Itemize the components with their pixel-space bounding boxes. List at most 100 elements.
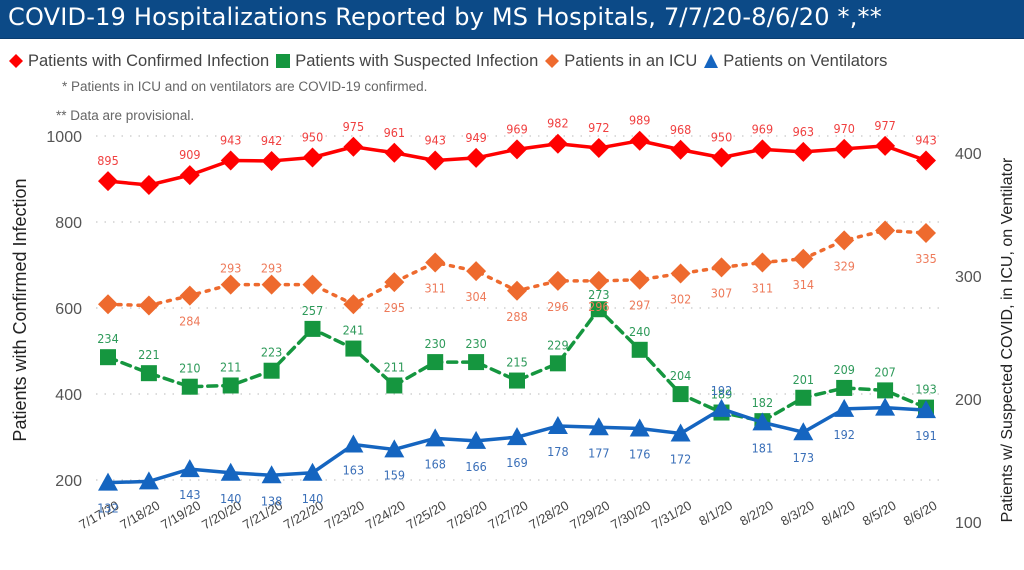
data-point-marker[interactable]: [425, 428, 446, 447]
data-point-marker[interactable]: [547, 416, 568, 435]
data-label: 192: [711, 383, 732, 398]
data-point-marker[interactable]: [836, 379, 853, 396]
data-point-marker[interactable]: [304, 320, 321, 337]
data-point-marker[interactable]: [547, 133, 568, 154]
data-point-marker[interactable]: [670, 139, 691, 160]
data-label: 191: [915, 428, 936, 443]
data-point-marker[interactable]: [466, 430, 487, 449]
data-point-marker[interactable]: [793, 248, 814, 269]
data-point-marker[interactable]: [220, 462, 241, 481]
data-point-marker[interactable]: [179, 165, 200, 186]
data-point-marker[interactable]: [752, 412, 773, 431]
data-point-marker[interactable]: [507, 427, 527, 446]
x-tick-label: 8/5/20: [860, 498, 899, 529]
data-point-marker[interactable]: [629, 130, 650, 151]
legend-item-confirmed[interactable]: Patients with Confirmed Infection: [8, 52, 269, 71]
data-point-marker[interactable]: [875, 220, 896, 241]
data-label: 241: [343, 323, 364, 338]
data-point-marker[interactable]: [302, 147, 323, 168]
data-point-marker[interactable]: [588, 270, 609, 291]
data-point-marker[interactable]: [752, 252, 773, 273]
data-point-marker[interactable]: [343, 294, 364, 315]
data-point-marker[interactable]: [916, 400, 936, 419]
data-point-marker[interactable]: [547, 270, 568, 291]
legend-item-suspected[interactable]: Patients with Suspected Infection: [275, 52, 538, 71]
data-point-marker[interactable]: [590, 301, 607, 318]
data-point-marker[interactable]: [98, 294, 118, 315]
data-point-marker[interactable]: [222, 377, 239, 394]
data-point-marker[interactable]: [670, 423, 691, 442]
data-point-marker[interactable]: [466, 147, 487, 168]
data-point-marker[interactable]: [425, 252, 446, 273]
data-point-marker[interactable]: [100, 349, 116, 366]
data-point-marker[interactable]: [752, 139, 773, 160]
data-point-marker[interactable]: [140, 365, 157, 382]
data-point-marker[interactable]: [384, 272, 405, 293]
data-label: 240: [629, 324, 650, 339]
data-point-marker[interactable]: [384, 439, 405, 458]
data-point-marker[interactable]: [834, 138, 855, 159]
data-point-marker[interactable]: [509, 372, 525, 389]
data-point-marker[interactable]: [916, 150, 936, 171]
data-label: 311: [752, 280, 773, 295]
data-point-marker[interactable]: [138, 471, 159, 490]
data-point-marker[interactable]: [261, 274, 282, 295]
y2-tick-label: 100: [955, 515, 982, 532]
data-point-marker[interactable]: [466, 261, 487, 282]
data-label: 950: [302, 130, 323, 145]
data-point-marker[interactable]: [98, 472, 118, 491]
data-point-marker[interactable]: [711, 147, 732, 168]
data-point-marker[interactable]: [302, 274, 323, 295]
data-point-marker[interactable]: [834, 230, 855, 251]
data-point-marker[interactable]: [711, 398, 732, 417]
data-label: 172: [670, 451, 691, 466]
data-point-marker[interactable]: [179, 459, 200, 478]
data-point-marker[interactable]: [220, 150, 241, 171]
data-point-marker[interactable]: [672, 386, 689, 403]
data-point-marker[interactable]: [261, 465, 282, 484]
data-point-marker[interactable]: [261, 150, 282, 171]
data-point-marker[interactable]: [875, 397, 896, 416]
data-point-marker[interactable]: [507, 280, 527, 301]
legend-item-icu[interactable]: Patients in an ICU: [544, 52, 697, 71]
data-point-marker[interactable]: [795, 389, 812, 406]
data-point-marker[interactable]: [181, 378, 198, 395]
data-point-marker[interactable]: [877, 382, 894, 399]
data-point-marker[interactable]: [916, 222, 936, 243]
data-point-marker[interactable]: [343, 136, 364, 157]
data-label: 178: [547, 444, 568, 459]
data-point-marker[interactable]: [670, 263, 691, 284]
data-point-marker[interactable]: [793, 422, 814, 441]
data-point-marker[interactable]: [629, 269, 650, 290]
data-point-marker[interactable]: [425, 150, 446, 171]
data-point-marker[interactable]: [629, 418, 650, 437]
data-point-marker[interactable]: [711, 257, 732, 278]
data-point-marker[interactable]: [468, 354, 485, 371]
data-point-marker[interactable]: [179, 285, 200, 306]
data-label: 229: [547, 337, 568, 352]
data-label: 943: [220, 133, 241, 148]
data-point-marker[interactable]: [220, 274, 241, 295]
data-point-marker[interactable]: [302, 462, 323, 481]
data-point-marker[interactable]: [427, 354, 444, 371]
legend-item-ventilators[interactable]: Patients on Ventilators: [703, 52, 887, 71]
data-point-marker[interactable]: [875, 135, 896, 156]
data-label: 169: [506, 455, 527, 470]
data-point-marker[interactable]: [631, 341, 648, 358]
data-label: 143: [179, 487, 200, 502]
data-point-marker[interactable]: [507, 139, 527, 160]
data-point-marker[interactable]: [386, 377, 403, 394]
data-point-marker[interactable]: [138, 175, 159, 196]
data-point-marker[interactable]: [588, 417, 609, 436]
data-point-marker[interactable]: [263, 362, 280, 379]
data-point-marker[interactable]: [834, 398, 855, 417]
data-point-marker[interactable]: [384, 142, 405, 163]
data-point-marker[interactable]: [345, 340, 362, 357]
data-point-marker[interactable]: [588, 138, 609, 159]
data-point-marker[interactable]: [549, 355, 566, 372]
data-point-marker[interactable]: [343, 434, 364, 453]
data-point-marker[interactable]: [793, 141, 814, 162]
data-point-marker[interactable]: [138, 295, 159, 316]
data-label: 177: [588, 445, 609, 460]
data-point-marker[interactable]: [98, 171, 118, 192]
